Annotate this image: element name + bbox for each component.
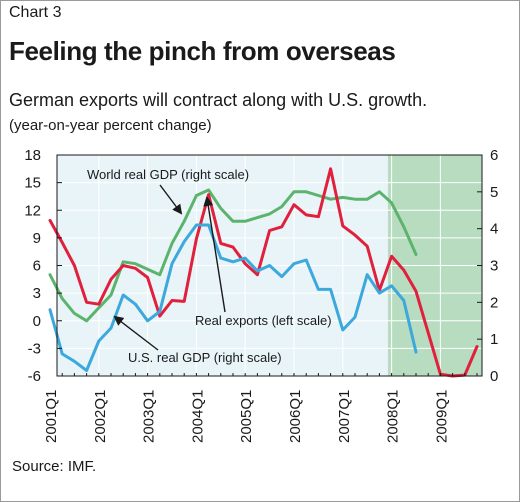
x-tick-label: 2009Q1: [433, 390, 450, 443]
left-tick-label: 9: [33, 230, 41, 247]
real-exports-line: [48, 167, 479, 378]
right-tick-label: 3: [490, 258, 498, 275]
right-tick-label: 5: [490, 184, 498, 201]
x-tick-label: 2003Q1: [141, 390, 158, 443]
series-annotation: U.S. real GDP (right scale): [128, 350, 282, 365]
x-tick-label: 2001Q1: [43, 390, 60, 443]
x-tick-label: 2002Q1: [92, 390, 109, 443]
chart-title: Feeling the pinch from overseas: [9, 36, 396, 66]
unit-note: (year-on-year percent change): [9, 117, 212, 134]
annotation-arrow: [203, 196, 226, 313]
x-tick-label: 2007Q1: [336, 390, 353, 443]
x-tick-label: 2006Q1: [287, 390, 304, 443]
right-tick-label: 0: [490, 368, 498, 385]
world-gdp-line: [48, 188, 418, 323]
series-annotation: World real GDP (right scale): [87, 167, 249, 182]
left-tick-label: -3: [28, 340, 41, 357]
source-note: Source: IMF.: [12, 458, 97, 475]
left-tick-label: 18: [24, 147, 41, 164]
left-tick-label: 0: [33, 313, 41, 330]
annotation-arrow: [113, 315, 159, 351]
x-tick-label: 2008Q1: [385, 390, 402, 443]
left-tick-label: 12: [24, 202, 41, 219]
left-tick-label: 15: [24, 175, 41, 192]
chart-subtitle: German exports will contract along with …: [9, 90, 428, 110]
x-tick-label: 2004Q1: [189, 390, 206, 443]
right-tick-label: 1: [490, 331, 498, 348]
x-tick-label: 2005Q1: [238, 390, 255, 443]
chart-number: Chart 3: [9, 4, 62, 21]
right-tick-label: 2: [490, 294, 498, 311]
annotation-arrow: [159, 184, 183, 215]
right-tick-label: 4: [490, 221, 498, 238]
us-gdp-line: [48, 223, 418, 372]
right-tick-label: 6: [490, 147, 498, 164]
series-annotation: Real exports (left scale): [195, 313, 332, 328]
left-tick-label: -6: [28, 368, 41, 385]
left-tick-label: 3: [33, 285, 41, 302]
left-tick-label: 6: [33, 258, 41, 275]
